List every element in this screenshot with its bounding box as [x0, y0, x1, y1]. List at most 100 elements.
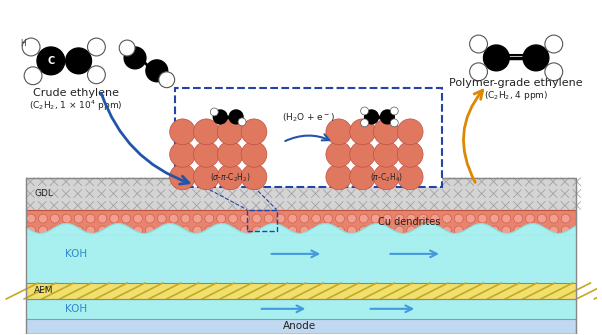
- Circle shape: [86, 214, 95, 223]
- Text: H: H: [20, 39, 26, 48]
- Circle shape: [217, 164, 243, 190]
- Circle shape: [350, 164, 376, 190]
- Circle shape: [193, 164, 219, 190]
- Circle shape: [146, 214, 154, 223]
- Circle shape: [169, 214, 178, 223]
- Circle shape: [170, 141, 196, 167]
- Text: Cu dendrites: Cu dendrites: [377, 217, 440, 227]
- Circle shape: [210, 108, 219, 116]
- Circle shape: [170, 119, 196, 145]
- Circle shape: [350, 119, 376, 145]
- Circle shape: [407, 214, 416, 223]
- Circle shape: [229, 110, 243, 124]
- Circle shape: [157, 226, 166, 235]
- Circle shape: [324, 226, 332, 235]
- Circle shape: [134, 226, 143, 235]
- Bar: [26, 319, 576, 334]
- Circle shape: [169, 226, 178, 235]
- Circle shape: [380, 110, 394, 124]
- Bar: [26, 234, 576, 283]
- Circle shape: [159, 72, 175, 88]
- Circle shape: [470, 63, 488, 81]
- Circle shape: [110, 214, 119, 223]
- Circle shape: [66, 48, 92, 74]
- Circle shape: [288, 226, 297, 235]
- Circle shape: [22, 38, 40, 56]
- Bar: [247, 210, 276, 231]
- Bar: [26, 299, 576, 319]
- Circle shape: [326, 119, 352, 145]
- Circle shape: [252, 226, 261, 235]
- Text: KOH: KOH: [64, 249, 87, 259]
- Bar: [26, 178, 576, 210]
- Text: (C$_2$H$_2$, 4 ppm): (C$_2$H$_2$, 4 ppm): [484, 89, 548, 102]
- Circle shape: [514, 214, 523, 223]
- Circle shape: [98, 226, 107, 235]
- Circle shape: [526, 214, 535, 223]
- Circle shape: [87, 66, 105, 84]
- Circle shape: [288, 214, 297, 223]
- Circle shape: [119, 40, 135, 56]
- Circle shape: [326, 141, 352, 167]
- Text: ($\pi$-C$_2$H$_4$): ($\pi$-C$_2$H$_4$): [370, 172, 403, 184]
- Circle shape: [347, 214, 356, 223]
- Circle shape: [213, 110, 227, 124]
- Circle shape: [181, 226, 190, 235]
- Circle shape: [240, 214, 249, 223]
- Circle shape: [241, 164, 267, 190]
- Circle shape: [24, 67, 42, 85]
- Circle shape: [407, 226, 416, 235]
- Circle shape: [181, 214, 190, 223]
- Circle shape: [365, 110, 379, 124]
- Circle shape: [442, 214, 452, 223]
- Circle shape: [326, 164, 352, 190]
- Circle shape: [371, 226, 380, 235]
- Circle shape: [110, 226, 119, 235]
- Circle shape: [490, 214, 499, 223]
- Circle shape: [430, 214, 439, 223]
- Circle shape: [134, 214, 143, 223]
- Circle shape: [483, 45, 509, 71]
- Circle shape: [241, 119, 267, 145]
- Circle shape: [350, 141, 376, 167]
- Circle shape: [324, 214, 332, 223]
- Circle shape: [37, 47, 65, 75]
- Bar: [26, 283, 576, 299]
- Circle shape: [538, 226, 547, 235]
- Circle shape: [397, 164, 423, 190]
- Circle shape: [146, 226, 154, 235]
- Circle shape: [217, 119, 243, 145]
- Circle shape: [146, 60, 168, 82]
- Circle shape: [545, 35, 563, 53]
- Circle shape: [238, 118, 246, 126]
- Circle shape: [240, 226, 249, 235]
- Circle shape: [51, 214, 60, 223]
- Circle shape: [205, 214, 214, 223]
- Circle shape: [39, 214, 48, 223]
- Circle shape: [51, 226, 60, 235]
- Text: (H$_2$O + e$^-$): (H$_2$O + e$^-$): [282, 112, 335, 124]
- Circle shape: [300, 214, 309, 223]
- Circle shape: [373, 119, 399, 145]
- Circle shape: [217, 214, 226, 223]
- Circle shape: [193, 226, 202, 235]
- Circle shape: [229, 226, 238, 235]
- Circle shape: [561, 214, 570, 223]
- Circle shape: [62, 226, 71, 235]
- Circle shape: [276, 214, 285, 223]
- Circle shape: [300, 226, 309, 235]
- Circle shape: [526, 226, 535, 235]
- Text: KOH: KOH: [64, 304, 87, 314]
- Circle shape: [170, 164, 196, 190]
- Circle shape: [550, 226, 558, 235]
- Circle shape: [466, 214, 475, 223]
- Circle shape: [74, 226, 83, 235]
- Circle shape: [502, 214, 510, 223]
- Circle shape: [26, 226, 36, 235]
- Circle shape: [335, 226, 344, 235]
- Circle shape: [359, 214, 368, 223]
- Circle shape: [264, 214, 273, 223]
- Circle shape: [86, 226, 95, 235]
- Circle shape: [550, 214, 558, 223]
- Circle shape: [373, 141, 399, 167]
